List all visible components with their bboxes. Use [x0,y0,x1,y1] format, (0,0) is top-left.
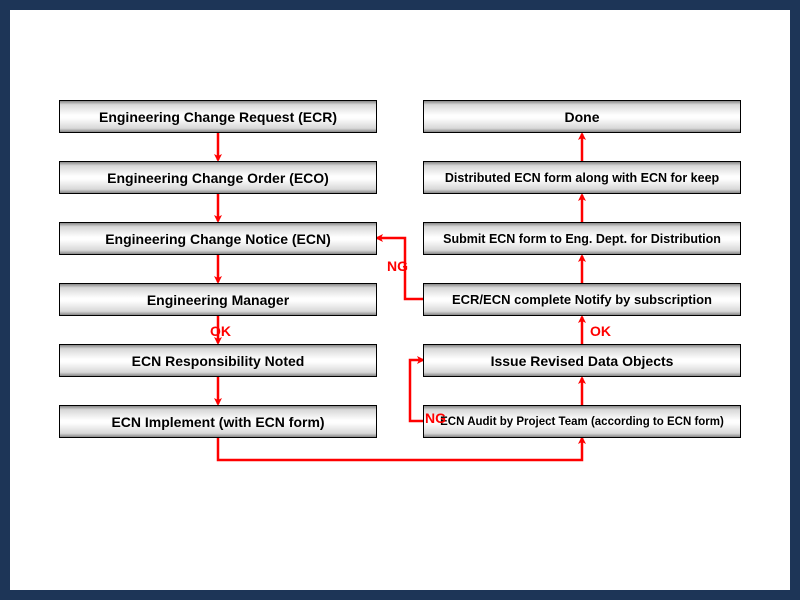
node-l1: Engineering Change Request (ECR) [59,100,377,133]
node-label: Submit ECN form to Eng. Dept. for Distri… [443,232,721,246]
node-l5: ECN Responsibility Noted [59,344,377,377]
node-l2: Engineering Change Order (ECO) [59,161,377,194]
node-l4: Engineering Manager [59,283,377,316]
edge-label-ngR: NG [425,410,446,426]
node-r3: Submit ECN form to Eng. Dept. for Distri… [423,222,741,255]
edge-label-ngL: NG [387,258,408,274]
node-r2: Distributed ECN form along with ECN for … [423,161,741,194]
node-label: Engineering Manager [147,292,289,308]
node-label: ECR/ECN complete Notify by subscription [452,292,712,307]
node-r1: Done [423,100,741,133]
node-label: Engineering Change Order (ECO) [107,170,329,186]
node-label: ECN Implement (with ECN form) [111,414,324,430]
flowchart-stage: Engineering Change Request (ECR) Engineer… [10,10,790,590]
edge-label-okL: OK [210,323,231,339]
node-label: Engineering Change Request (ECR) [99,109,337,125]
diagram-frame: Engineering Change Request (ECR) Engineer… [0,0,800,600]
node-label: ECN Audit by Project Team (according to … [440,416,724,428]
node-label: Issue Revised Data Objects [491,353,674,369]
node-r5: Issue Revised Data Objects [423,344,741,377]
node-label: ECN Responsibility Noted [132,353,305,369]
edge-label-okR: OK [590,323,611,339]
node-r4: ECR/ECN complete Notify by subscription [423,283,741,316]
node-r6: ECN Audit by Project Team (according to … [423,405,741,438]
node-l6: ECN Implement (with ECN form) [59,405,377,438]
node-label: Done [565,109,600,125]
node-l3: Engineering Change Notice (ECN) [59,222,377,255]
node-label: Distributed ECN form along with ECN for … [445,171,719,185]
node-label: Engineering Change Notice (ECN) [105,231,331,247]
